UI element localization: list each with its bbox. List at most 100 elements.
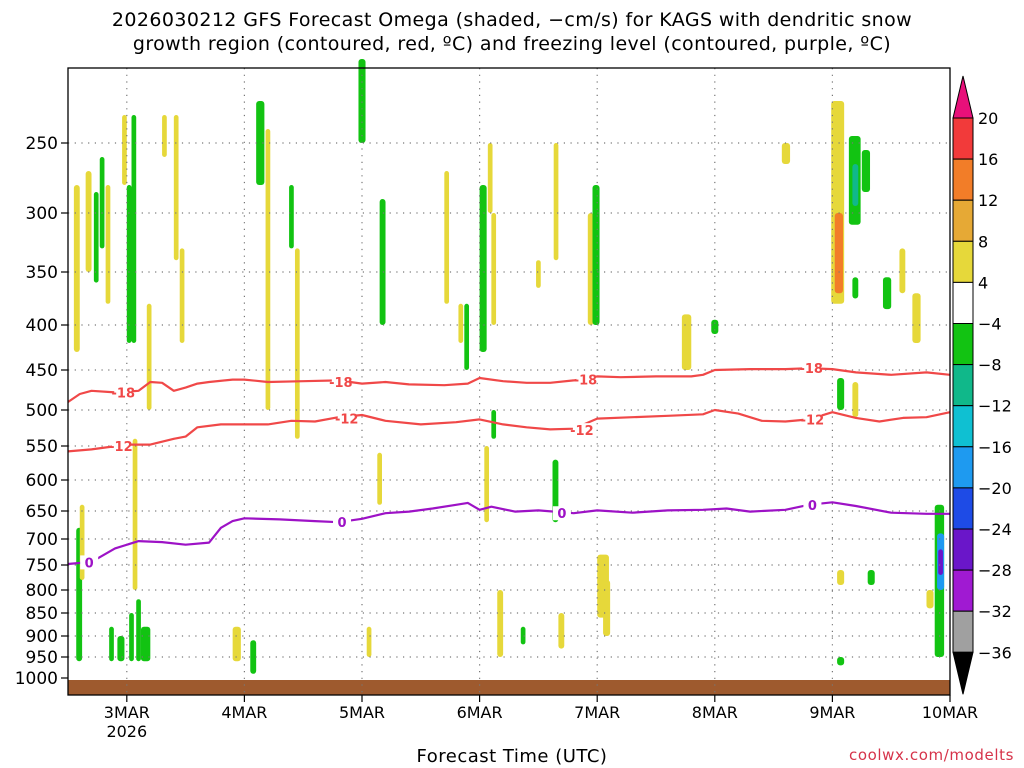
y-tick-label-400: 400 — [26, 316, 58, 336]
omega-cell-12 — [131, 115, 137, 343]
omega-cell-22 — [256, 101, 265, 185]
y-tick-label-750: 750 — [26, 556, 58, 576]
y-tick-label-550: 550 — [26, 437, 58, 457]
omega-cell-24 — [289, 185, 294, 249]
omega-cell-28 — [377, 452, 382, 505]
colorbar-swatch-9 — [952, 446, 974, 489]
contour-label-bg-1-1 — [337, 411, 356, 426]
omega-cell-58 — [861, 150, 871, 192]
y-tick-label-900: 900 — [26, 627, 58, 647]
contour-label-bg-2-2 — [552, 506, 571, 521]
contour-label-0-3: -18 — [799, 362, 823, 377]
colorbar-swatch-7 — [952, 364, 974, 407]
omega-cell-8 — [117, 636, 125, 662]
y-tick-label-700: 700 — [26, 530, 58, 550]
omega-cell-21 — [250, 640, 257, 674]
contour-label-bg-2-3 — [803, 497, 822, 512]
omega-cell-50 — [781, 143, 791, 164]
colorbar-label-8: −16 — [978, 438, 1012, 457]
contour-label-2-3: 0 — [808, 499, 817, 514]
omega-cell-13 — [132, 438, 138, 590]
colorbar-label-7: −12 — [978, 397, 1012, 416]
colorbar-label-6: −8 — [978, 356, 1002, 375]
colorbar-swatch-3 — [952, 199, 974, 242]
plot-frame — [67, 67, 951, 696]
omega-cell-9 — [122, 115, 127, 185]
omega-cell-20 — [232, 626, 241, 662]
contour-label-bg-0-3 — [802, 361, 821, 376]
colorbar-bottom-triangle — [952, 651, 974, 695]
contour-label-bg-1-3 — [803, 412, 822, 427]
omega-cell-45 — [592, 185, 600, 325]
contour-label-bg-2-0 — [80, 555, 99, 570]
omega-cell-41 — [553, 143, 559, 261]
colorbar-label-12: −32 — [978, 602, 1012, 621]
contour-label-1-3: -12 — [801, 413, 825, 428]
y-tick-label-950: 950 — [26, 648, 58, 668]
omega-cell-52 — [834, 213, 843, 294]
omega-cell-4 — [93, 192, 99, 283]
omega-cell-27 — [366, 626, 372, 657]
omega-cell-53 — [837, 378, 845, 410]
colorbar-swatch-11 — [952, 528, 974, 571]
omega-cell-30 — [444, 171, 450, 304]
colorbar-label-1: 16 — [978, 150, 998, 169]
colorbar-swatch-10 — [952, 487, 974, 530]
omega-cell-26 — [358, 59, 366, 143]
omega-cell-49 — [711, 319, 719, 334]
x-tick-label-4MAR: 4MAR — [221, 703, 267, 722]
x-tick-label-7MAR: 7MAR — [574, 703, 620, 722]
contour-line-2 — [67, 501, 950, 566]
omega-cell-39 — [520, 626, 526, 645]
omega-cell-7 — [109, 626, 114, 662]
omega-cell-59 — [852, 277, 859, 299]
y-tick-label-1000: 1000 — [15, 669, 58, 689]
colorbar-label-11: −28 — [978, 561, 1012, 580]
contour-label-1-1: -12 — [335, 413, 359, 428]
colorbar-swatch-8 — [952, 405, 974, 448]
colorbar-swatch-12 — [952, 569, 974, 612]
omega-cell-54 — [837, 570, 845, 585]
omega-cell-37 — [491, 410, 497, 439]
colorbar-label-5: −4 — [978, 315, 1002, 334]
contour-label-bg-0-1 — [331, 375, 350, 389]
contour-label-2-2: 0 — [557, 507, 566, 522]
colorbar-label-9: −20 — [978, 479, 1012, 498]
contour-label-bg-0-2 — [576, 372, 595, 387]
y-tick-label-250: 250 — [26, 134, 58, 154]
axis-layer: 250 300 350 400 450 500 550 600 650 700 750 800 850 9… — [15, 134, 978, 741]
omega-cell-61 — [867, 570, 875, 585]
omega-cell-62 — [882, 277, 892, 310]
contour-label-bg-1-0 — [111, 439, 130, 453]
omega-cell-29 — [379, 199, 386, 325]
x-tick-label-5MAR: 5MAR — [339, 703, 385, 722]
omega-cell-11 — [129, 613, 134, 662]
chart-title-line-2: growth region (contoured, red, ºC) and f… — [132, 33, 892, 55]
colorbar-label-0: 20 — [978, 109, 998, 128]
contour-line-0 — [67, 367, 951, 403]
colorbar-swatch-4 — [952, 240, 974, 283]
colorbar-swatch-13 — [952, 610, 974, 653]
omega-cell-55 — [837, 657, 845, 666]
omega-cell-40 — [536, 260, 541, 288]
colorbar-swatch-2 — [952, 158, 974, 201]
omega-cell-23 — [265, 129, 271, 410]
colorbar-swatch-1 — [952, 117, 974, 160]
omega-cell-15 — [140, 626, 151, 662]
omega-cell-25 — [294, 248, 300, 439]
y-tick-label-500: 500 — [26, 401, 58, 421]
omega-cell-31 — [458, 303, 464, 343]
x-tick-label-10MAR: 10MAR — [922, 703, 978, 722]
omega-cell-16 — [146, 303, 152, 410]
omega-cell-18 — [173, 115, 179, 261]
x-tick-label-8MAR: 8MAR — [692, 703, 738, 722]
contour-layer: -18 -18 -18 -18 -12 -12 -12 -12 0 0 0 0 — [67, 361, 951, 571]
omega-cell-5 — [99, 157, 105, 249]
colorbar-swatch-6 — [952, 323, 974, 366]
omega-cell-3 — [85, 171, 92, 272]
contour-label-2-0: 0 — [85, 556, 94, 571]
omega-cell-48 — [681, 314, 692, 370]
omega-cell-63 — [899, 248, 906, 294]
omega-cell-43 — [558, 613, 565, 649]
